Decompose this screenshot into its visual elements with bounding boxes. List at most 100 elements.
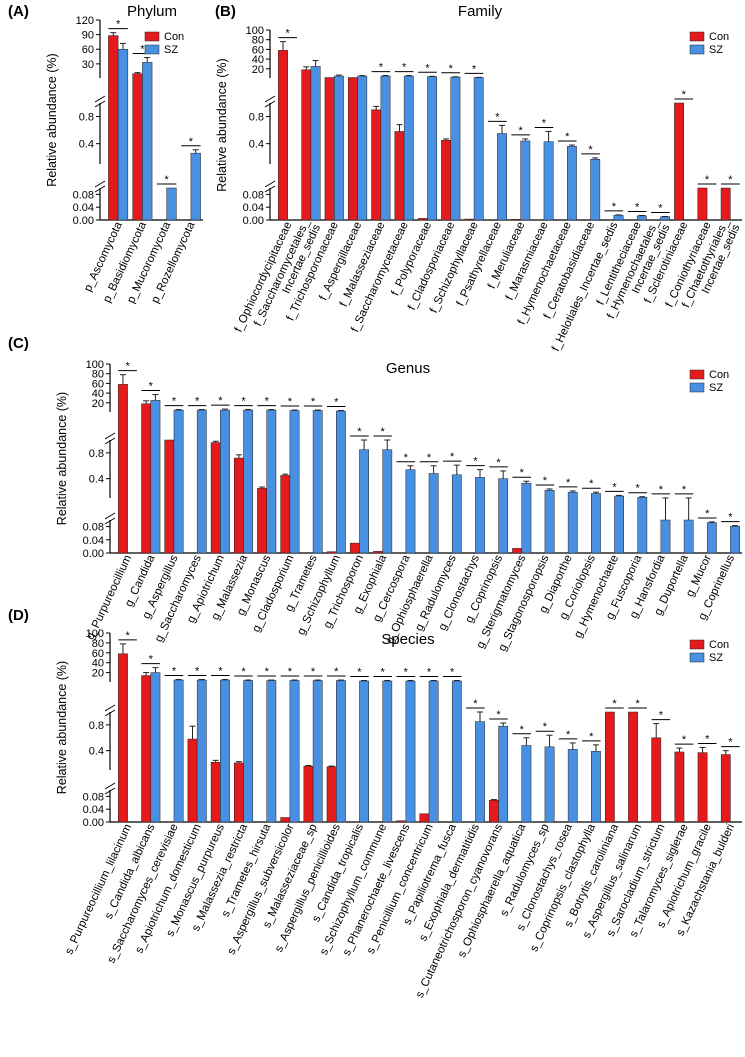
bar-sz — [289, 680, 300, 823]
sig-star: * — [659, 710, 664, 722]
bar-con — [233, 762, 244, 823]
bar-sz — [451, 474, 462, 554]
y-tick-label: 100 — [86, 628, 104, 640]
bar-con — [674, 751, 685, 823]
y-tick-label: 20 — [252, 64, 264, 76]
sig-star: * — [705, 174, 710, 186]
bar-con — [349, 542, 360, 554]
bar-sz — [359, 449, 369, 554]
bar-sz — [636, 215, 647, 221]
bar-sz — [173, 409, 184, 554]
bar-sz — [498, 725, 509, 823]
bar-con — [419, 813, 430, 823]
y-tick-label: 40 — [92, 658, 104, 670]
sig-star: * — [520, 467, 525, 479]
y-tick-label: 0.00 — [243, 215, 264, 227]
bar-sz — [543, 141, 554, 221]
bar-con — [511, 219, 521, 221]
legend-label: Con — [709, 639, 729, 651]
bar-sz — [473, 77, 484, 221]
bar-con — [489, 799, 499, 823]
sig-star: * — [705, 508, 710, 520]
sig-star: * — [659, 484, 664, 496]
sig-star: * — [566, 729, 571, 741]
bar-con — [132, 73, 143, 221]
sig-star: * — [288, 396, 293, 408]
sig-star: * — [125, 361, 130, 373]
sig-star: * — [449, 63, 454, 75]
y-tick-label: 80 — [252, 35, 264, 47]
bar-con — [697, 187, 708, 221]
bar-sz — [660, 519, 671, 554]
y-tick-label: 0.4 — [79, 139, 94, 151]
y-tick-label: 20 — [92, 668, 104, 680]
sig-star: * — [172, 666, 177, 678]
y-tick-label: 0.08 — [83, 791, 104, 803]
axis-break-mark — [104, 704, 116, 712]
sig-star: * — [682, 734, 687, 746]
bar-con — [373, 551, 383, 554]
sig-star: * — [189, 136, 194, 148]
bar-sz — [166, 187, 177, 221]
bar-sz — [544, 490, 555, 554]
sig-star: * — [589, 731, 594, 743]
axis-break-mark — [94, 95, 106, 103]
bar-sz — [382, 449, 393, 554]
axis-break-mark — [104, 512, 116, 520]
bar-sz — [310, 66, 321, 221]
bar-sz — [312, 410, 323, 554]
bar-con — [628, 711, 638, 823]
bar-con — [604, 711, 615, 823]
y-tick-label: 0.8 — [249, 112, 264, 124]
y-tick-label: 120 — [76, 15, 94, 27]
y-tick-label: 0.08 — [243, 189, 264, 201]
bar-sz — [403, 75, 414, 221]
sig-star: * — [635, 202, 640, 214]
bar-sz — [336, 680, 346, 823]
bar-sz — [614, 495, 625, 554]
legend-label: SZ — [709, 652, 723, 664]
y-tick-label: 0.8 — [89, 448, 104, 460]
y-tick-label: 0.04 — [73, 202, 94, 214]
y-tick-label: 90 — [82, 30, 94, 42]
sig-star: * — [241, 666, 246, 678]
sig-star: * — [565, 131, 570, 143]
bar-sz — [567, 749, 578, 823]
bar-sz — [567, 146, 577, 221]
sig-star: * — [728, 512, 733, 524]
sig-star: * — [473, 698, 478, 710]
sig-star: * — [519, 125, 524, 137]
bar-sz — [428, 680, 439, 823]
sig-star: * — [241, 396, 246, 408]
axis-break-mark — [104, 432, 116, 440]
bar-sz — [683, 519, 694, 554]
bar-sz — [173, 679, 184, 823]
sig-star: * — [404, 452, 409, 464]
sig-star: * — [140, 44, 145, 56]
bar-con — [324, 77, 335, 221]
y-tick-label: 0.04 — [83, 804, 104, 816]
sig-star: * — [450, 451, 455, 463]
bar-con — [441, 140, 451, 221]
axis-break-mark — [104, 782, 116, 790]
legend-swatch — [144, 31, 160, 42]
panel-title: Species — [381, 631, 434, 648]
sig-star: * — [473, 456, 478, 468]
legend-swatch — [689, 44, 705, 55]
sig-star: * — [334, 666, 339, 678]
bar-con — [720, 754, 731, 823]
bar-sz — [336, 410, 346, 554]
y-tick-label: 100 — [86, 359, 104, 371]
sig-star: * — [728, 737, 733, 749]
sig-star: * — [195, 666, 200, 678]
y-tick-label: 0.04 — [243, 202, 264, 214]
bar-con — [210, 442, 221, 554]
sig-star: * — [427, 452, 432, 464]
y-tick-label: 60 — [92, 648, 104, 660]
bar-sz — [312, 680, 323, 823]
panel-title: Phylum — [127, 3, 177, 20]
bar-con — [394, 131, 405, 221]
legend-swatch — [689, 369, 705, 380]
